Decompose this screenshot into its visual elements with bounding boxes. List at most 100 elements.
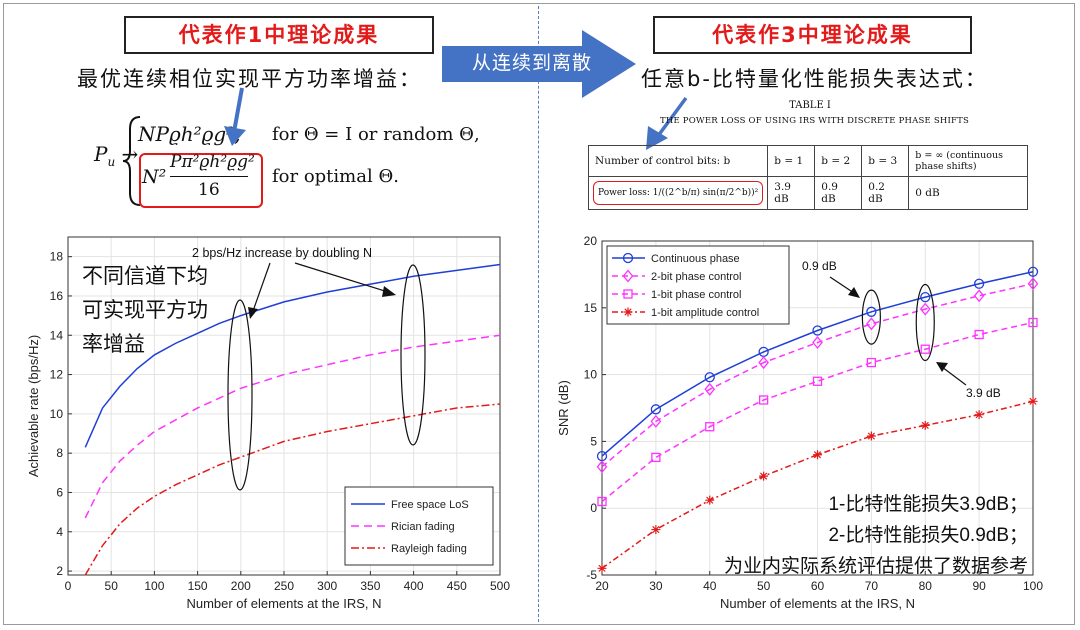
y-tick-label: 0 xyxy=(590,501,597,515)
y-tick-label: 12 xyxy=(50,368,64,382)
x-tick-label: 200 xyxy=(231,579,251,593)
center-arrow-label: 从连续到离散 xyxy=(471,52,592,74)
y-tick-label: 8 xyxy=(56,446,63,460)
annotation-3.9dB: 3.9 dB xyxy=(966,386,1001,400)
series-line xyxy=(601,400,1034,569)
x-tick-label: 100 xyxy=(1023,579,1043,593)
annotation-arrowhead xyxy=(248,307,258,319)
right-title-box: 代表作3中理论成果 xyxy=(653,16,972,54)
data-point xyxy=(866,431,876,441)
table-row: Power loss: 1/((2^b/π) sin(π/2^b))² 3.9 … xyxy=(587,176,1029,210)
eq-fraction-bar xyxy=(170,176,248,177)
data-point xyxy=(759,471,769,481)
y-tick-label: 10 xyxy=(584,368,598,382)
table-cell: Number of control bits: b xyxy=(587,145,769,177)
data-point xyxy=(1028,317,1038,328)
x-tick-label: 70 xyxy=(865,579,879,593)
annotation-ellipse xyxy=(861,289,881,345)
data-point xyxy=(812,325,823,336)
outer-frame xyxy=(3,3,1075,625)
eq-case2-denominator: 16 xyxy=(198,180,220,200)
x-tick-label: 500 xyxy=(490,579,510,593)
series-line xyxy=(601,270,1034,457)
data-point xyxy=(705,422,715,432)
eq-case2-numerator: Pπ²ϱh²ϱg² xyxy=(170,152,255,172)
data-point xyxy=(704,372,715,383)
annotation-cn-text: 为业内实际系统评估提供了数据参考 xyxy=(724,555,1028,577)
left-title-box: 代表作1中理论成果 xyxy=(124,16,434,54)
eq-case1-cond: for Θ = I or random Θ, xyxy=(272,124,480,145)
x-tick-label: 50 xyxy=(105,579,119,593)
legend-label: Continuous phase xyxy=(651,253,740,265)
data-point xyxy=(597,563,607,573)
y-tick-label: 2 xyxy=(56,564,63,578)
annotation-cn-text: 1-比特性能损失3.9dB； xyxy=(828,493,1028,515)
y-tick-label: 10 xyxy=(50,407,64,421)
legend-marker xyxy=(622,269,634,283)
y-tick-label: 20 xyxy=(584,234,598,248)
left-subtitle: 最优连续相位实现平方功率增益： xyxy=(77,67,422,91)
legend-marker xyxy=(622,252,634,264)
x-tick-label: 30 xyxy=(649,579,663,593)
data-point xyxy=(597,496,607,507)
data-point xyxy=(920,291,931,303)
data-point xyxy=(1027,266,1039,277)
legend-marker xyxy=(623,307,633,317)
y-tick-label: 15 xyxy=(584,301,598,315)
y-tick-label: 14 xyxy=(50,328,64,342)
table-cell: 3.9 dB xyxy=(767,176,816,210)
legend-label: 2-bit phase control xyxy=(651,271,742,283)
x-tick-label: 300 xyxy=(317,579,337,593)
series-line xyxy=(601,283,1034,468)
table-cell: b = 1 xyxy=(767,145,816,177)
x-tick-label: 80 xyxy=(919,579,933,593)
center-arrow-shape xyxy=(442,30,636,98)
eq-case2-cond: for optimal Θ. xyxy=(272,166,399,187)
data-point xyxy=(812,376,823,386)
legend-box xyxy=(606,245,790,325)
data-point xyxy=(650,404,662,415)
data-point xyxy=(758,356,769,370)
data-point xyxy=(650,414,662,428)
data-point xyxy=(919,302,931,316)
annotation-cn-text: 可实现平方功 xyxy=(82,299,208,322)
data-point xyxy=(920,344,930,354)
data-point xyxy=(1027,277,1039,291)
data-point xyxy=(705,495,715,505)
annotation-arrowhead xyxy=(936,362,948,372)
data-point xyxy=(651,525,661,535)
y-tick-label: 18 xyxy=(50,250,64,264)
x-tick-label: 90 xyxy=(972,579,986,593)
annotation-cn-text: 2-比特性能损失0.9dB； xyxy=(828,524,1028,546)
x-tick-label: 40 xyxy=(703,579,717,593)
snr-chart: 20 30 40 50 60 70 80 90 100 -5 0 5 10 15 20 Number of e… xyxy=(556,234,1043,611)
x-tick-label: 50 xyxy=(757,579,771,593)
y-tick-label: -5 xyxy=(586,568,597,582)
legend-label: Free space LoS xyxy=(391,499,469,511)
annotation-arrow xyxy=(294,262,389,293)
table-cell: b = 3 xyxy=(861,145,910,177)
data-point xyxy=(1028,396,1038,406)
annotation-ellipse xyxy=(227,299,253,491)
panel-divider xyxy=(538,6,539,622)
data-point xyxy=(866,357,877,368)
annotation-arrow xyxy=(252,262,271,312)
annotation-0.9dB: 0.9 dB xyxy=(802,259,837,273)
y-axis-label: SNR (dB) xyxy=(556,380,571,436)
data-point xyxy=(704,382,716,396)
table-cell: 0.2 dB xyxy=(861,176,910,210)
x-tick-label: 150 xyxy=(188,579,208,593)
table-cell: b = ∞ (continuous phase shifts) xyxy=(908,145,1029,177)
achievable-rate-chart: 0 50 100 150 200 250 300 350 400 450 500 2 4 6 8 10 12 14… xyxy=(26,236,510,611)
annotation-top: 2 bps/Hz increase by doubling N xyxy=(192,246,372,260)
data-point xyxy=(974,329,984,340)
x-tick-label: 350 xyxy=(360,579,380,593)
data-point xyxy=(866,306,877,317)
data-point xyxy=(866,317,877,331)
legend-marker xyxy=(623,289,633,299)
table-cell: 0.9 dB xyxy=(814,176,863,210)
x-tick-label: 0 xyxy=(65,579,72,593)
eq-case1-expr: NPϱh²ϱg², xyxy=(138,122,241,146)
table-pointer-arrow xyxy=(646,96,688,150)
data-point xyxy=(973,289,985,303)
